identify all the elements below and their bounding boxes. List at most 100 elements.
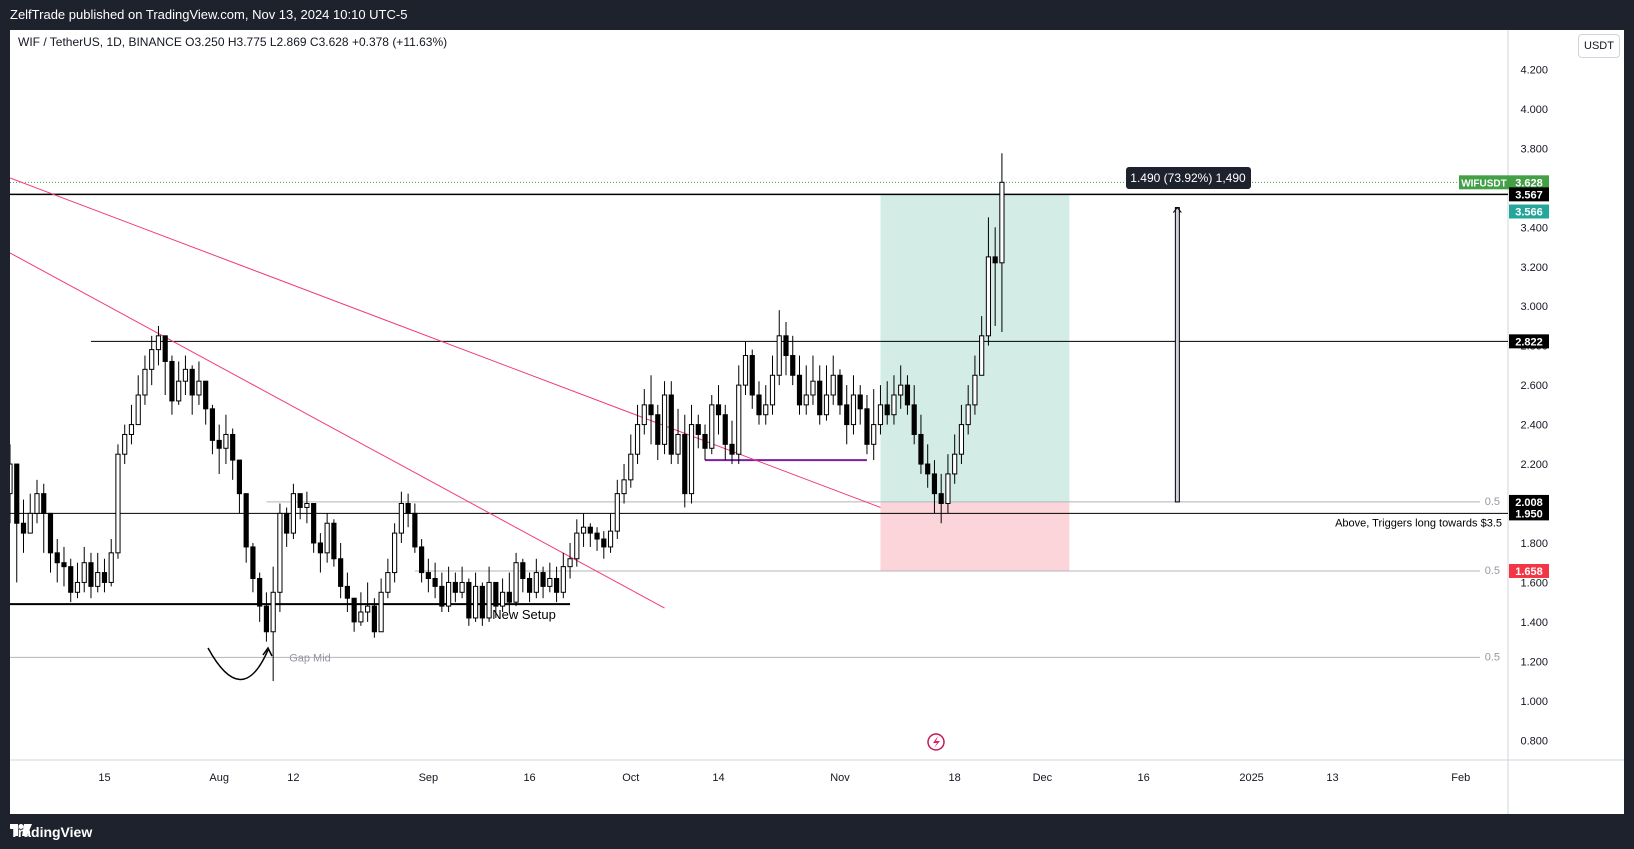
candle-body <box>196 380 202 396</box>
candle-body <box>142 368 148 396</box>
candle-body <box>284 512 290 534</box>
fib-level-label: 0.5 <box>1485 651 1500 663</box>
candle-body <box>486 581 492 619</box>
candle-body <box>243 493 249 548</box>
candle-body <box>378 591 384 633</box>
candle-body <box>324 522 330 554</box>
candle-body <box>688 424 695 495</box>
candle-body <box>459 581 465 593</box>
y-tick-label: 3.000 <box>1520 301 1548 313</box>
candle-body <box>203 380 209 410</box>
candle-body <box>547 577 553 587</box>
candle-body <box>641 404 647 426</box>
y-tick-label: 1.400 <box>1520 617 1548 629</box>
candle-body <box>709 404 715 449</box>
candle-body <box>931 473 938 495</box>
curve-arrow-head <box>262 646 273 657</box>
candle-body <box>925 463 931 475</box>
candle-body <box>560 566 566 593</box>
candle-body <box>776 335 782 376</box>
price-chart[interactable]: 0.8001.0001.2001.4001.6001.8002.0002.200… <box>10 30 1624 814</box>
candle-body <box>796 374 803 406</box>
resistance-tag: 2.822 <box>1515 336 1543 348</box>
candle-body <box>392 532 398 574</box>
x-tick-label: 13 <box>1326 772 1338 784</box>
y-tick-label: 3.800 <box>1520 143 1548 155</box>
y-tick-label: 1.800 <box>1520 538 1548 550</box>
candle-body <box>371 605 377 633</box>
candle-body <box>263 605 270 633</box>
candle-body <box>27 512 33 534</box>
candle-body <box>149 349 155 370</box>
candle-body <box>250 546 256 579</box>
candle-body <box>965 404 971 426</box>
candle-body <box>344 585 350 599</box>
x-tick-label: 14 <box>712 772 724 784</box>
symbol-legend[interactable]: WIF / TetherUS, 1D, BINANCE O3.250 H3.77… <box>18 35 448 49</box>
stop-price-tag: 1.658 <box>1515 566 1543 578</box>
candle-body <box>54 552 60 564</box>
lightning-icon <box>933 736 940 748</box>
candle-body <box>918 433 924 465</box>
candle-body <box>621 479 627 495</box>
candle-body <box>742 355 749 386</box>
candle-body <box>574 532 580 560</box>
candle-body <box>499 591 506 607</box>
y-tick-label: 3.400 <box>1520 222 1548 234</box>
candle-body <box>898 384 904 396</box>
chart-frame[interactable]: 0.8001.0001.2001.4001.6001.8002.0002.200… <box>10 30 1624 814</box>
candle-body <box>122 433 128 455</box>
candle-body <box>972 374 978 406</box>
candle-body <box>958 424 965 455</box>
x-tick-label: Aug <box>209 772 229 784</box>
entry-price-tag: 2.008 <box>1515 497 1543 509</box>
candle-body <box>533 572 539 593</box>
fib-level-label: 0.5 <box>1485 565 1500 577</box>
candle-body <box>769 374 776 406</box>
measure-arrowhead <box>1172 206 1182 213</box>
candle-body <box>439 585 445 607</box>
y-tick-label: 4.000 <box>1520 104 1548 116</box>
candle-body <box>331 522 337 560</box>
candle-body <box>702 433 708 449</box>
x-tick-label: 16 <box>523 772 535 784</box>
y-tick-label: 1.600 <box>1520 577 1548 589</box>
candle-body <box>162 335 168 362</box>
x-tick-label: 12 <box>287 772 299 784</box>
candle-body <box>803 394 809 406</box>
measure-label-box <box>1126 166 1251 189</box>
currency-button[interactable]: USDT <box>1578 34 1620 58</box>
candle-body <box>209 408 216 441</box>
candle-body <box>715 404 722 416</box>
candle-body <box>506 591 512 603</box>
candle-body <box>553 577 560 593</box>
candle-body <box>668 394 674 455</box>
candle-body <box>223 433 229 449</box>
candle-body <box>88 562 94 587</box>
candle-body <box>446 581 452 607</box>
candle-body <box>466 581 472 619</box>
tradingview-logo[interactable]: TradingView <box>10 824 92 840</box>
candle-body <box>398 503 404 534</box>
candle-body <box>493 581 499 607</box>
candle-body <box>128 424 135 435</box>
measure-bar <box>1174 207 1180 503</box>
candle-body <box>830 374 836 396</box>
candle-body <box>169 360 175 402</box>
candle-body <box>358 611 364 623</box>
entry-price-tag-bg <box>1509 494 1549 509</box>
candle-body <box>520 562 526 579</box>
candle-body <box>938 493 944 505</box>
candle-body <box>182 368 189 382</box>
candle-body <box>601 538 607 548</box>
candle-body <box>634 424 641 455</box>
candle-body <box>351 597 357 623</box>
candle-body <box>61 562 67 568</box>
candle-body <box>722 414 728 445</box>
candle-body <box>682 433 688 495</box>
candle-body <box>749 355 755 396</box>
candle-body <box>675 433 681 455</box>
candle-body <box>230 433 236 461</box>
candle-body <box>432 577 438 587</box>
candle-body <box>790 355 796 376</box>
